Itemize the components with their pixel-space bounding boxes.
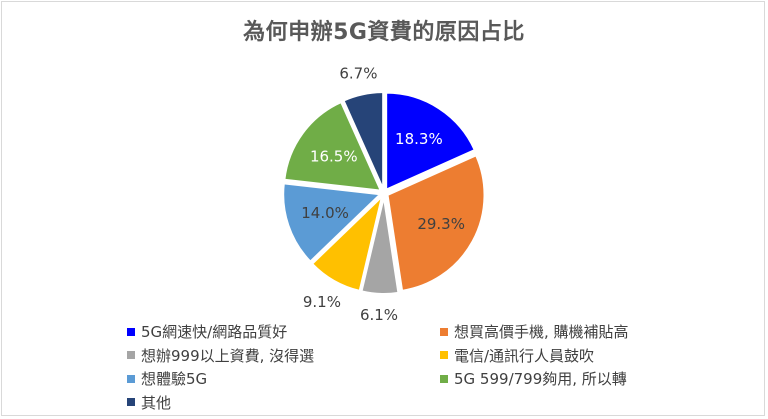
- data-label: 9.1%: [303, 293, 341, 311]
- data-label: 14.0%: [301, 204, 349, 222]
- pie-slice: [342, 91, 385, 190]
- data-label: 18.3%: [395, 130, 443, 148]
- data-label: 16.5%: [310, 147, 358, 165]
- pie-slice: [282, 182, 383, 263]
- pie-slice: [283, 100, 383, 192]
- pie-slice: [310, 193, 384, 293]
- pie-slice: [386, 153, 486, 292]
- data-label: 29.3%: [417, 215, 465, 233]
- pie-slice: [360, 196, 400, 295]
- chart-title: 為何申辦5G資費的原因占比: [243, 20, 525, 45]
- data-label: 6.7%: [339, 64, 377, 82]
- data-label: 6.1%: [360, 306, 398, 324]
- pie-slice: [385, 91, 477, 192]
